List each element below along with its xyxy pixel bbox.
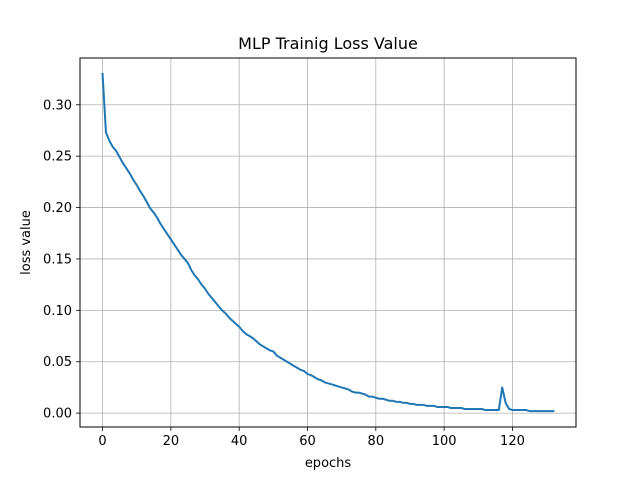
x-tick-label: 0 bbox=[98, 434, 106, 449]
y-tick-label: 0.00 bbox=[43, 407, 72, 422]
x-tick-label: 40 bbox=[231, 434, 248, 449]
plot-frame bbox=[79, 57, 577, 428]
x-axis-ticks: 0 20 40 60 80 100 120 bbox=[98, 427, 525, 449]
x-tick-label: 60 bbox=[299, 434, 316, 449]
x-tick-label: 100 bbox=[432, 434, 457, 449]
loss-series-line bbox=[101, 72, 555, 413]
series-layer bbox=[101, 72, 555, 413]
chart-title: MLP Trainig Loss Value bbox=[238, 34, 418, 53]
y-axis-ticks: 0.00 0.05 0.10 0.15 0.20 0.25 0.30 bbox=[43, 98, 80, 422]
grid-lines bbox=[80, 58, 576, 427]
y-tick-label: 0.30 bbox=[43, 98, 72, 113]
y-tick-label: 0.20 bbox=[43, 201, 72, 216]
y-tick-label: 0.10 bbox=[43, 304, 72, 319]
x-tick-label: 20 bbox=[163, 434, 180, 449]
y-tick-label: 0.15 bbox=[43, 252, 72, 267]
x-axis-label: epochs bbox=[305, 456, 352, 471]
x-tick-label: 120 bbox=[500, 434, 525, 449]
y-tick-label: 0.25 bbox=[43, 150, 72, 165]
y-tick-label: 0.05 bbox=[43, 355, 72, 370]
y-axis-label: loss value bbox=[19, 210, 34, 275]
x-tick-label: 80 bbox=[368, 434, 385, 449]
